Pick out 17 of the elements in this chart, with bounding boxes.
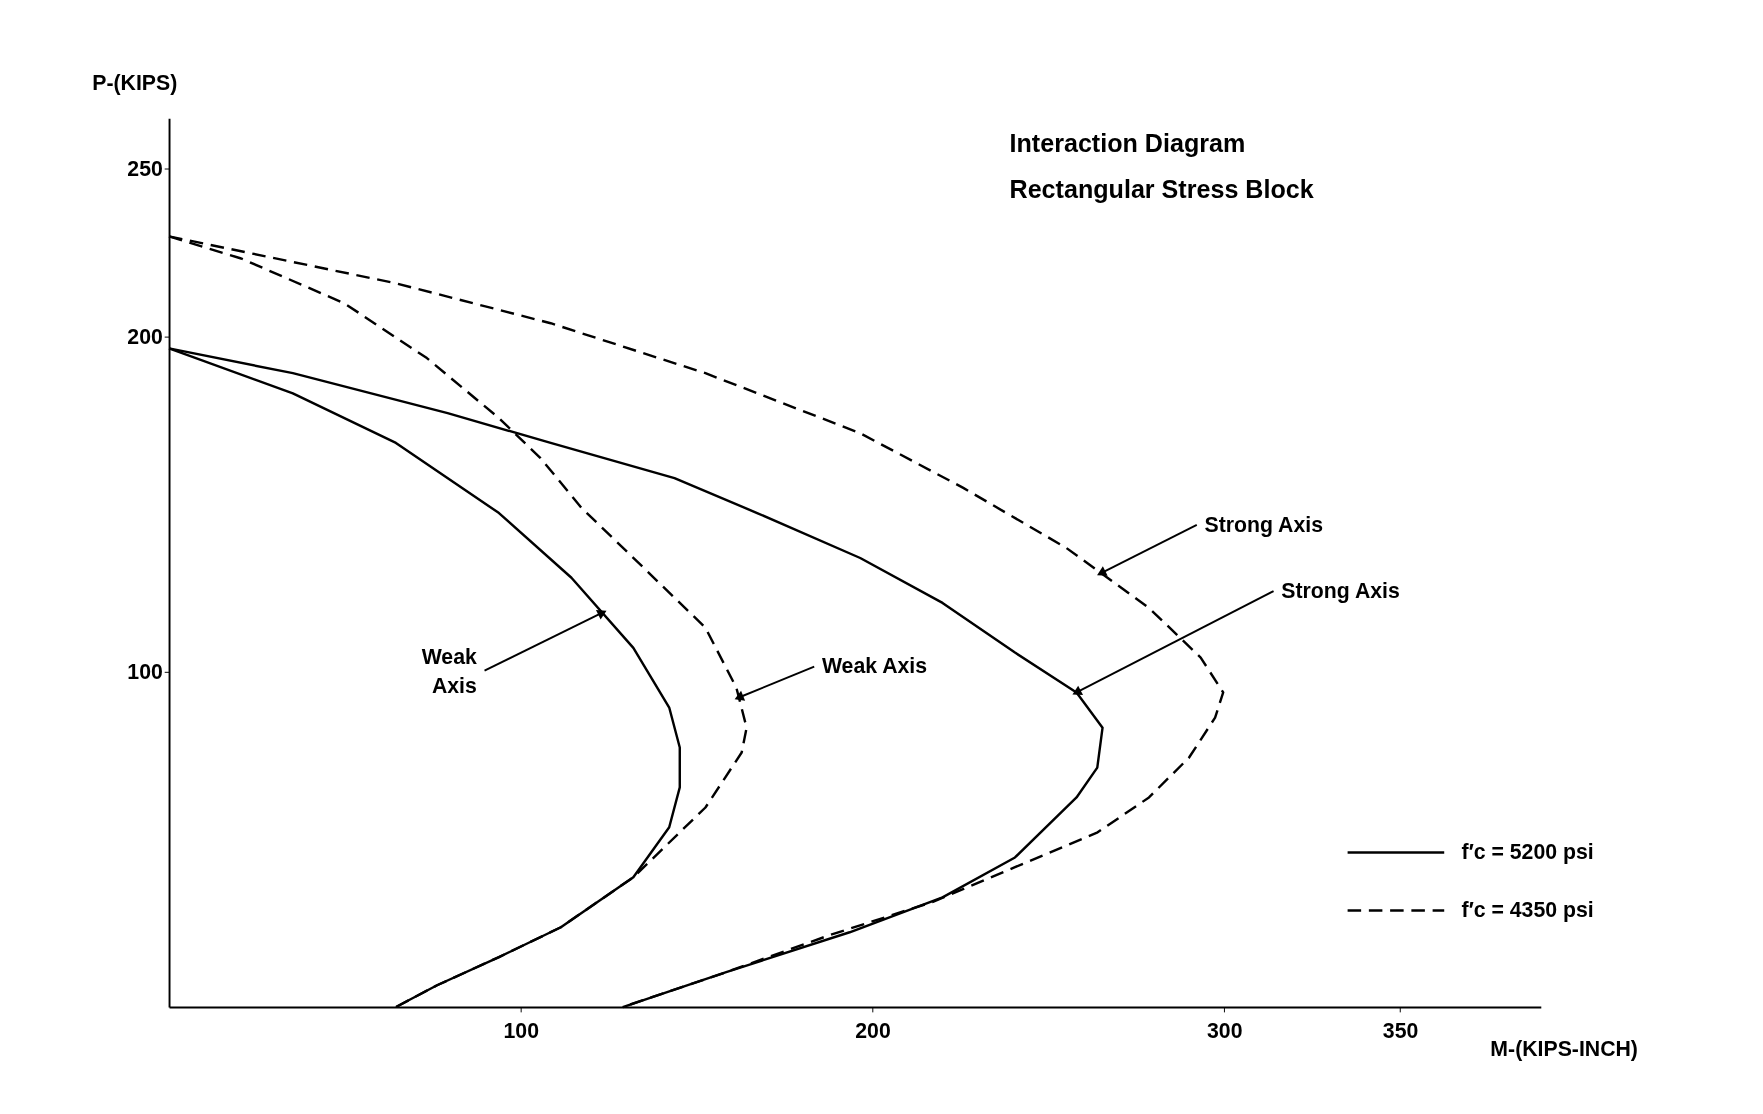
annotation: Strong Axis (1204, 512, 1323, 537)
legend-label: f′c = 4350 psi (1461, 898, 1594, 923)
y-axis-title: P-(KIPS) (92, 70, 178, 95)
x-tick-label: 200 (855, 1019, 891, 1044)
x-axis-title: M-(KIPS-INCH) (1490, 1036, 1638, 1061)
x-tick-label: 350 (1382, 1019, 1419, 1044)
annotation: Weak Axis (821, 654, 928, 679)
legend-label: f′c = 5200 psi (1461, 840, 1594, 865)
y-tick-label: 200 (127, 324, 163, 349)
annotation: Strong Axis (1281, 578, 1400, 603)
text: Rectangular Stress Block (1009, 175, 1314, 204)
x-tick-label: 300 (1207, 1019, 1243, 1044)
x-tick-label: 100 (503, 1019, 540, 1044)
y-tick-label: 100 (127, 659, 163, 684)
annotation: Weak Axis (421, 644, 477, 698)
text: Interaction Diagram (1009, 129, 1246, 158)
y-tick-label: 250 (127, 156, 163, 181)
